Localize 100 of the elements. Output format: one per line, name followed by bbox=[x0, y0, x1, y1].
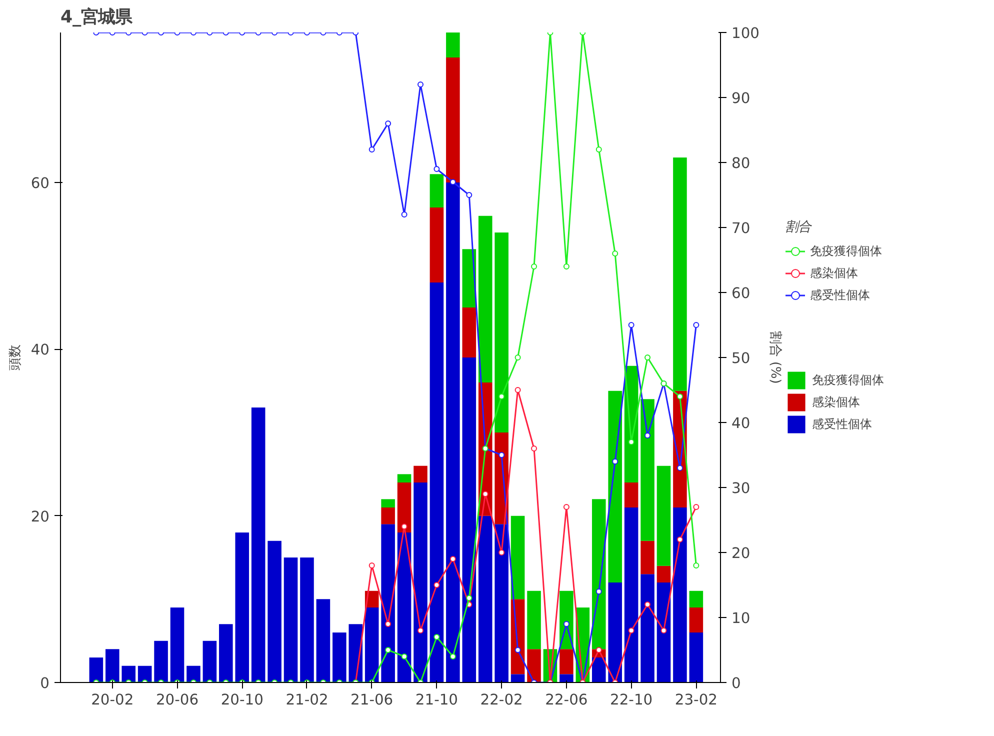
y2-tick-label: 20 bbox=[732, 545, 750, 562]
bar bbox=[689, 608, 704, 632]
bar bbox=[656, 582, 671, 682]
bar bbox=[673, 508, 687, 682]
bar bbox=[202, 640, 217, 682]
point bbox=[693, 562, 700, 568]
bar bbox=[510, 516, 525, 600]
bar bbox=[364, 608, 379, 682]
point bbox=[514, 387, 521, 393]
legend-label: 感受性個体 bbox=[812, 416, 872, 432]
point bbox=[385, 647, 392, 653]
point bbox=[612, 458, 618, 464]
bar bbox=[414, 482, 428, 682]
point bbox=[693, 504, 700, 510]
point bbox=[531, 264, 538, 270]
point bbox=[514, 647, 521, 653]
legend-label: 感染個体 bbox=[810, 264, 858, 282]
chart-title: 4_宮城県 bbox=[60, 8, 134, 28]
y2-tick-label: 0 bbox=[732, 675, 741, 692]
point bbox=[596, 146, 602, 152]
bar bbox=[656, 566, 671, 582]
bar bbox=[381, 499, 395, 508]
point bbox=[434, 634, 440, 640]
bar bbox=[608, 390, 622, 582]
x-tick-label: 20-06 bbox=[156, 692, 199, 708]
point bbox=[401, 654, 408, 660]
bar bbox=[494, 524, 508, 682]
point bbox=[418, 628, 424, 634]
x-tick-label: 22-10 bbox=[610, 692, 653, 708]
bar bbox=[592, 499, 606, 650]
bar bbox=[332, 632, 346, 682]
point bbox=[628, 628, 634, 634]
point bbox=[434, 582, 440, 588]
y2-tick-label: 50 bbox=[732, 350, 750, 367]
y2-tick-label: 80 bbox=[732, 155, 750, 172]
bar bbox=[478, 216, 492, 382]
bar bbox=[430, 282, 444, 682]
point bbox=[466, 595, 472, 601]
point bbox=[401, 524, 408, 530]
bar bbox=[462, 308, 476, 358]
y-tick-label: 20 bbox=[30, 508, 50, 526]
point bbox=[368, 146, 375, 152]
point bbox=[676, 465, 683, 471]
point bbox=[628, 439, 634, 445]
bar bbox=[527, 649, 541, 682]
bar bbox=[446, 58, 460, 182]
point bbox=[450, 179, 456, 185]
x-tick-label: 22-02 bbox=[480, 692, 523, 708]
y2-tick-label: 100 bbox=[732, 25, 760, 42]
legend-label: 感染個体 bbox=[812, 394, 860, 410]
point bbox=[514, 354, 521, 360]
point bbox=[531, 446, 538, 452]
bar bbox=[106, 649, 120, 682]
point bbox=[450, 556, 456, 562]
bar bbox=[381, 524, 395, 682]
point bbox=[498, 550, 505, 556]
point bbox=[498, 452, 505, 458]
bar bbox=[186, 666, 200, 682]
point bbox=[434, 166, 440, 172]
point bbox=[563, 504, 570, 510]
bar bbox=[462, 358, 476, 682]
legend-label: 免疫獲得個体 bbox=[812, 372, 884, 388]
bar bbox=[640, 399, 654, 541]
point bbox=[612, 250, 618, 256]
point bbox=[644, 432, 651, 438]
bar bbox=[640, 540, 654, 574]
point bbox=[466, 192, 472, 198]
bar bbox=[478, 516, 492, 682]
bar bbox=[673, 158, 687, 391]
x-tick-label: 21-10 bbox=[415, 692, 458, 708]
bar bbox=[640, 574, 654, 682]
bar bbox=[560, 649, 574, 674]
y2-axis-title: 割合 (%) bbox=[767, 331, 782, 384]
legend-label: 感受性個体 bbox=[810, 286, 870, 304]
y2-tick-label: 10 bbox=[732, 610, 750, 627]
point bbox=[628, 322, 634, 328]
x-tick-label: 21-06 bbox=[350, 692, 394, 708]
bar bbox=[624, 508, 638, 682]
y2-tick-label: 30 bbox=[732, 480, 750, 497]
bar bbox=[122, 666, 136, 682]
point bbox=[596, 588, 602, 594]
point bbox=[385, 621, 392, 627]
bar bbox=[494, 232, 508, 432]
point bbox=[563, 264, 570, 270]
legend-title: 割合 bbox=[785, 219, 813, 236]
point bbox=[563, 621, 570, 627]
bar bbox=[251, 408, 266, 682]
x-tick-label: 22-06 bbox=[545, 692, 588, 708]
y2-tick-label: 90 bbox=[732, 90, 750, 107]
bar bbox=[235, 532, 250, 682]
point bbox=[368, 562, 375, 568]
bar bbox=[560, 674, 574, 682]
bar bbox=[656, 466, 671, 566]
bar bbox=[592, 658, 606, 682]
y2-tick-label: 60 bbox=[732, 285, 750, 302]
bar bbox=[689, 632, 704, 682]
y-tick-label: 60 bbox=[30, 175, 50, 192]
bar bbox=[689, 590, 704, 608]
point bbox=[385, 120, 392, 126]
bar bbox=[381, 508, 395, 524]
